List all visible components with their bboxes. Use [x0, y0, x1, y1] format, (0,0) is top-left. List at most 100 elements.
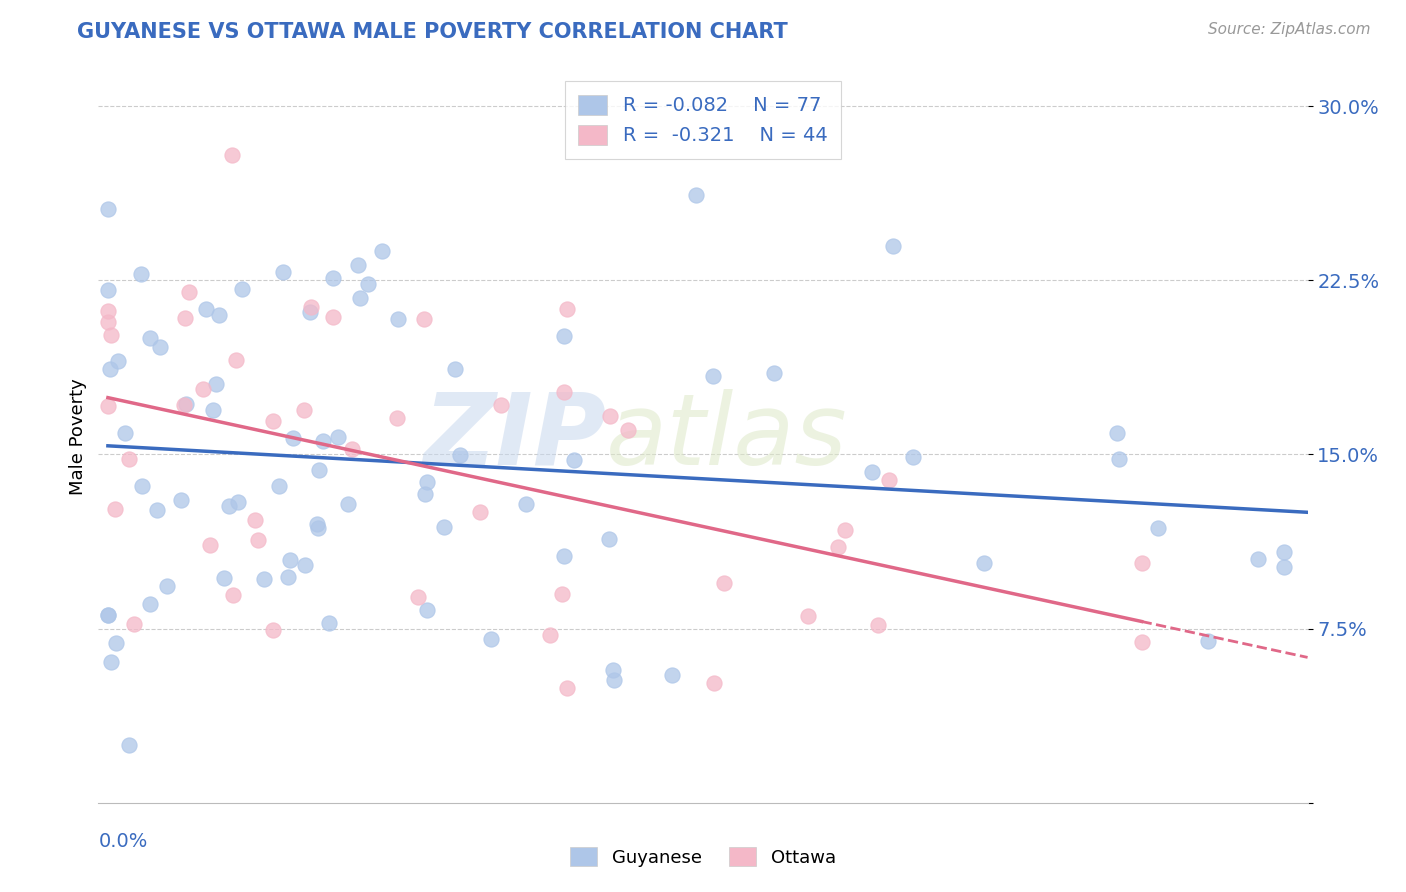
- Point: [104, 636, 127, 650]
- Point: [349, 291, 371, 305]
- Point: [877, 473, 900, 487]
- Point: [200, 537, 222, 551]
- Point: [97, 283, 120, 297]
- Point: [262, 623, 284, 637]
- Point: [278, 553, 301, 567]
- Point: [252, 572, 274, 586]
- Point: [222, 588, 245, 602]
- Point: [176, 397, 198, 411]
- Point: [139, 597, 162, 611]
- Point: [131, 479, 153, 493]
- Point: [100, 327, 122, 342]
- Point: [146, 502, 169, 516]
- Point: [307, 521, 329, 535]
- Point: [281, 431, 304, 445]
- Point: [262, 414, 284, 428]
- Point: [208, 308, 231, 322]
- Point: [834, 524, 856, 538]
- Point: [413, 312, 436, 326]
- Point: [450, 448, 472, 462]
- Point: [312, 434, 335, 448]
- Point: [598, 533, 620, 547]
- Legend: Guyanese, Ottawa: Guyanese, Ottawa: [564, 840, 842, 874]
- Point: [882, 239, 904, 253]
- Point: [129, 267, 152, 281]
- Text: atlas: atlas: [606, 389, 848, 485]
- Point: [479, 632, 502, 646]
- Point: [763, 367, 786, 381]
- Point: [308, 463, 330, 477]
- Point: [703, 675, 725, 690]
- Point: [1272, 545, 1295, 559]
- Point: [97, 608, 120, 623]
- Point: [515, 498, 537, 512]
- Point: [356, 277, 378, 292]
- Point: [318, 615, 340, 630]
- Point: [797, 608, 820, 623]
- Point: [231, 282, 253, 296]
- Point: [247, 533, 270, 548]
- Point: [195, 302, 218, 317]
- Point: [444, 361, 467, 376]
- Point: [408, 590, 430, 604]
- Point: [107, 353, 129, 368]
- Point: [225, 352, 247, 367]
- Point: [100, 656, 122, 670]
- Point: [433, 520, 456, 534]
- Point: [277, 570, 299, 584]
- Point: [416, 603, 439, 617]
- Point: [191, 382, 214, 396]
- Point: [271, 265, 294, 279]
- Point: [713, 576, 735, 591]
- Point: [1272, 560, 1295, 574]
- Point: [868, 618, 890, 632]
- Point: [860, 465, 883, 479]
- Point: [1108, 452, 1130, 467]
- Point: [340, 442, 363, 456]
- Point: [228, 494, 250, 508]
- Point: [599, 409, 621, 423]
- Text: ZIP: ZIP: [423, 389, 606, 485]
- Point: [491, 399, 513, 413]
- Point: [218, 499, 240, 513]
- Point: [553, 549, 575, 564]
- Point: [245, 513, 267, 527]
- Point: [97, 400, 120, 414]
- Point: [118, 451, 141, 466]
- Point: [267, 478, 290, 492]
- Point: [97, 303, 120, 318]
- Point: [221, 148, 243, 162]
- Point: [685, 188, 707, 202]
- Point: [201, 403, 224, 417]
- Point: [603, 673, 626, 687]
- Legend: R = -0.082    N = 77, R =  -0.321    N = 44: R = -0.082 N = 77, R = -0.321 N = 44: [565, 81, 841, 159]
- Point: [661, 667, 683, 681]
- Point: [553, 329, 575, 343]
- Point: [97, 314, 120, 328]
- Point: [1247, 552, 1270, 566]
- Point: [336, 497, 359, 511]
- Point: [322, 271, 344, 285]
- Point: [1130, 556, 1153, 570]
- Point: [173, 398, 195, 412]
- Text: 0.0%: 0.0%: [98, 832, 148, 851]
- Point: [617, 423, 640, 437]
- Point: [1105, 426, 1128, 441]
- Point: [156, 579, 179, 593]
- Point: [555, 302, 578, 317]
- Point: [173, 311, 195, 326]
- Point: [551, 586, 574, 600]
- Point: [557, 681, 579, 696]
- Point: [322, 310, 344, 324]
- Point: [177, 285, 200, 299]
- Point: [122, 617, 145, 632]
- Point: [416, 475, 439, 489]
- Point: [205, 376, 228, 391]
- Y-axis label: Male Poverty: Male Poverty: [69, 379, 87, 495]
- Point: [170, 492, 193, 507]
- Text: GUYANESE VS OTTAWA MALE POVERTY CORRELATION CHART: GUYANESE VS OTTAWA MALE POVERTY CORRELAT…: [77, 22, 789, 42]
- Point: [100, 361, 122, 376]
- Point: [468, 505, 491, 519]
- Point: [114, 425, 136, 440]
- Point: [149, 340, 172, 354]
